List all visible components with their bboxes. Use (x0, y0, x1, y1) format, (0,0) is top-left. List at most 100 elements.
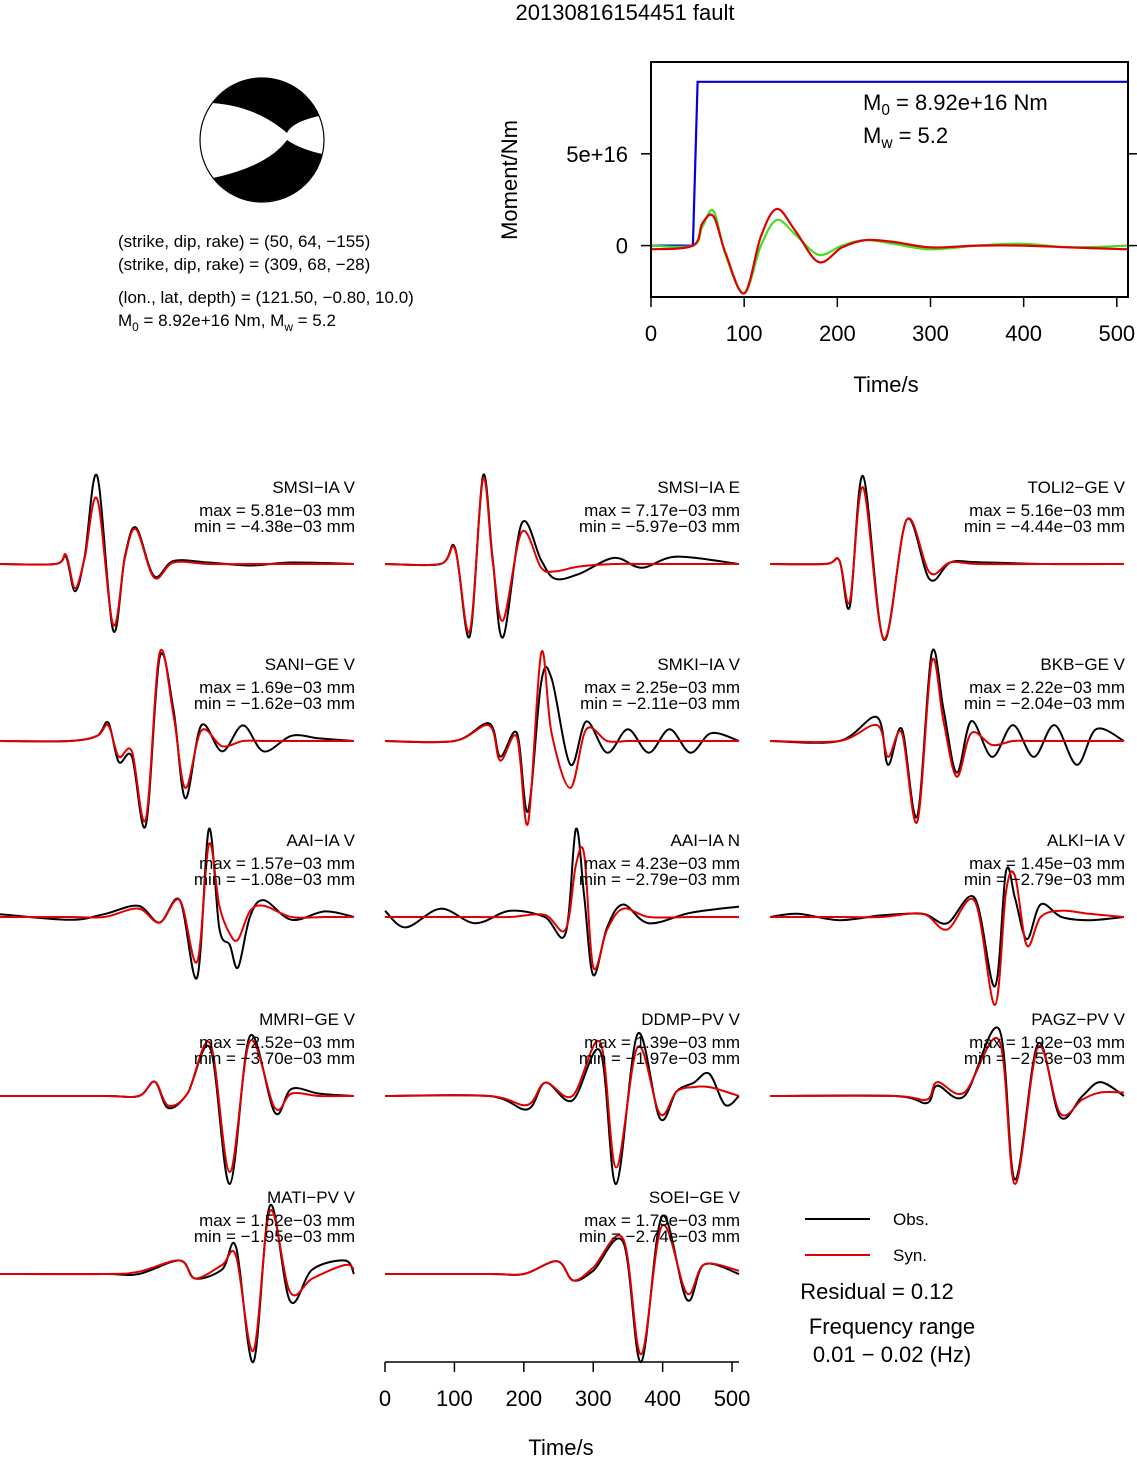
amplitude-max: max = 1.45e−03 mm (969, 854, 1125, 873)
waveform (384, 827, 740, 977)
subscript-text: M0 = 8.92e+16 Nm (863, 90, 1048, 119)
station-name: MATI−PV V (267, 1188, 356, 1207)
amplitude-min: min = −4.44e−03 mm (964, 517, 1125, 536)
station-name: PAGZ−PV V (1031, 1010, 1125, 1029)
amplitude-min: min = −2.11e−03 mm (580, 694, 740, 713)
x-tick-label: 0 (645, 321, 657, 346)
x-axis-label: Time/s (528, 1435, 593, 1457)
waveform (769, 486, 1124, 641)
station-name: BKB−GE V (1040, 655, 1125, 674)
amplitude-min: min = −2.74e−03 mm (579, 1227, 740, 1246)
amplitude-min: min = −1.08e−03 mm (194, 870, 355, 889)
footnote: 0.01 − 0.02 (Hz) (813, 1342, 971, 1367)
waveform (0, 496, 354, 627)
moment-line (650, 207, 1129, 295)
moment-line (651, 80, 1128, 247)
x-tick-label: 300 (912, 321, 949, 346)
text-part: = 8.92e+16 Nm (890, 90, 1048, 115)
station-name: MMRI−GE V (259, 1010, 356, 1029)
waveform (0, 842, 354, 964)
amplitude-max: max = 1.92e−03 mm (969, 1033, 1125, 1052)
waveform (769, 866, 1125, 988)
amplitude-max: max = 7.17e−03 mm (584, 501, 740, 520)
x-tick-label: 100 (726, 321, 763, 346)
x-tick-label: 300 (575, 1386, 612, 1411)
x-axis-label: Time/s (853, 372, 918, 397)
station-name: SOEI−GE V (649, 1188, 741, 1207)
amplitude-min: min = −3.70e−03 mm (194, 1049, 355, 1068)
beachball (199, 77, 325, 203)
footnote: Residual = 0.12 (800, 1279, 954, 1304)
amplitude-min: min = −4.38e−03 mm (194, 517, 355, 536)
waveform (0, 1039, 355, 1174)
waveform (385, 1224, 740, 1356)
station-name: SMSI−IA V (272, 478, 355, 497)
station-name: DDMP−PV V (641, 1010, 740, 1029)
waveform (385, 846, 739, 971)
station-name: AAI−IA N (671, 831, 740, 850)
x-tick-label: 400 (644, 1386, 681, 1411)
amplitude-max: max = 5.81e−03 mm (199, 501, 355, 520)
amplitude-max: max = 1.39e−03 mm (584, 1033, 740, 1052)
amplitude-min: min = −2.04e−03 mm (964, 694, 1125, 713)
subscript: w (880, 135, 893, 152)
amplitude-min: min = −1.95e−03 mm (194, 1227, 355, 1246)
text-part: M (863, 123, 881, 148)
waveform (769, 657, 1124, 824)
waveform (0, 473, 355, 633)
amplitude-min: min = −5.97e−03 mm (579, 517, 740, 536)
subscript: 0 (881, 102, 890, 119)
amplitude-max: max = 2.25e−03 mm (584, 678, 740, 697)
amplitude-max: max = 1.57e−03 mm (199, 854, 355, 873)
x-tick-label: 100 (436, 1386, 473, 1411)
x-tick-label: 0 (379, 1386, 391, 1411)
amplitude-min: min = −2.79e−03 mm (579, 870, 740, 889)
subscript-text: M0 = 8.92e+16 Nm, Mw = 5.2 (118, 311, 336, 334)
amplitude-min: min = −2.53e−03 mm (964, 1049, 1125, 1068)
station-name: SANI−GE V (265, 655, 356, 674)
amplitude-max: max = 2.52e−03 mm (199, 1033, 355, 1052)
station-name: AAI−IA V (286, 831, 355, 850)
amplitude-min: min = −1.97e−03 mm (579, 1049, 740, 1068)
focal-info: (strike, dip, rake) = (50, 64, −155) (118, 232, 370, 251)
x-tick-label: 200 (819, 321, 856, 346)
x-tick-label: 500 (1098, 321, 1135, 346)
x-tick-label: 500 (714, 1386, 751, 1411)
focal-info: (strike, dip, rake) = (309, 68, −28) (118, 255, 370, 274)
text-part: M (118, 311, 132, 330)
subscript-text: Mw = 5.2 (863, 123, 948, 152)
waveform (384, 476, 739, 634)
text-part: = 8.92e+16 Nm, M (139, 311, 285, 330)
waveform (384, 649, 739, 826)
amplitude-min: min = −1.62e−03 mm (194, 694, 355, 713)
amplitude-max: max = 1.52e−03 mm (199, 1211, 355, 1230)
subscript: w (283, 320, 293, 334)
amplitude-max: max = 1.79e−03 mm (584, 1211, 740, 1230)
amplitude-min: min = −2.79e−03 mm (964, 870, 1125, 889)
y-axis-label: Moment/Nm (497, 120, 522, 240)
x-tick-label: 400 (1005, 321, 1042, 346)
figure-title: 20130816154451 fault (516, 0, 735, 25)
subscript: 0 (132, 320, 139, 334)
waveform (770, 870, 1125, 1007)
amplitude-max: max = 4.23e−03 mm (584, 854, 740, 873)
waveform (0, 1209, 355, 1352)
waveform (384, 1039, 740, 1169)
amplitude-max: max = 5.16e−03 mm (969, 501, 1125, 520)
waveform (0, 648, 354, 823)
beachball-compression (213, 140, 322, 202)
waveform (384, 473, 740, 639)
plot-frame (650, 61, 1129, 298)
amplitude-max: max = 2.22e−03 mm (969, 678, 1125, 697)
waveform (769, 648, 1125, 819)
footnote: Frequency range (809, 1314, 975, 1339)
station-name: SMKI−IA V (657, 655, 740, 674)
text-part: M (863, 90, 881, 115)
x-tick-label: 200 (505, 1386, 542, 1411)
waveform (384, 1032, 740, 1186)
y-tick-label: 5e+16 (566, 142, 628, 167)
moment-line (650, 208, 1129, 295)
amplitude-max: max = 1.69e−03 mm (199, 678, 355, 697)
